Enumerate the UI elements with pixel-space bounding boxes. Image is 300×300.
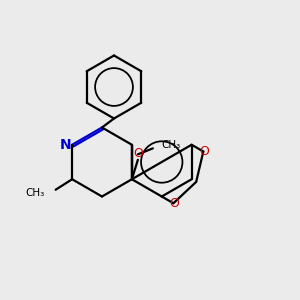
Text: N: N: [60, 138, 71, 152]
Text: CH₃: CH₃: [26, 188, 45, 198]
Text: O: O: [133, 147, 143, 160]
Text: CH₃: CH₃: [161, 140, 181, 150]
Text: O: O: [199, 145, 209, 158]
Text: O: O: [169, 197, 179, 210]
